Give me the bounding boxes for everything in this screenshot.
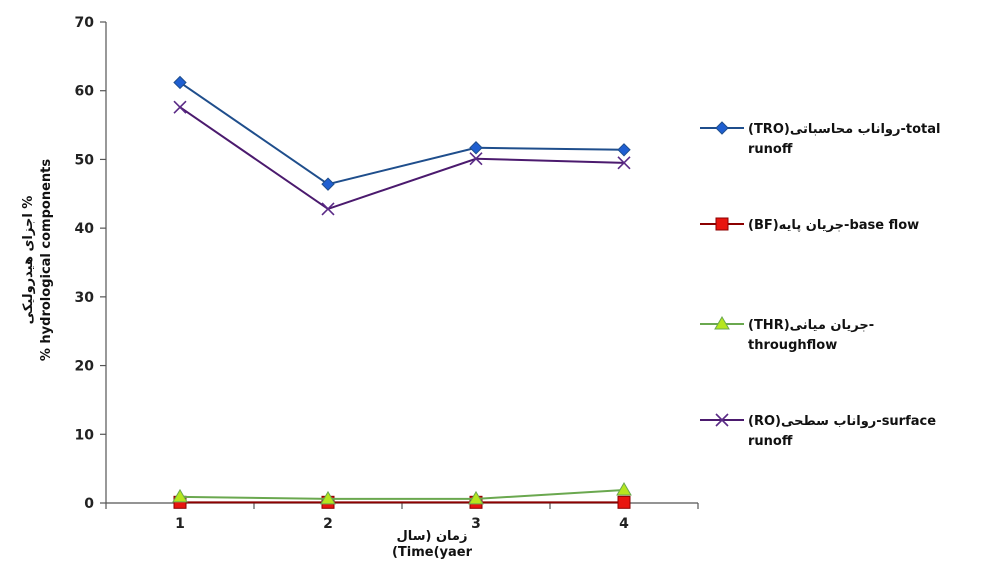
legend-entry: (THR)جریان میانی-throughflow [700, 316, 874, 353]
data-point [468, 490, 484, 505]
x-tick-label: 1 [175, 516, 185, 532]
y-tick-label: 30 [75, 290, 95, 306]
data-point [616, 481, 632, 496]
data-point [469, 141, 483, 155]
y-tick-label: 0 [84, 496, 94, 512]
series-layer [172, 75, 632, 509]
data-point [173, 100, 187, 114]
legend-entry: (TRO)رواناب محاسباتی-total runoff [700, 121, 940, 157]
series-line [179, 488, 625, 500]
legend-label: (BF)جریان پایه-base flow [748, 218, 919, 233]
series-3 [173, 100, 631, 216]
y-tick-label: 40 [75, 221, 95, 237]
data-point [320, 490, 336, 505]
y-tick-label: 60 [75, 84, 95, 100]
legend-label: (RO)رواناب سطحی-surface [748, 414, 936, 429]
legend-marker [714, 316, 730, 330]
data-point [173, 75, 187, 90]
axes: 0 10 20 30 40 50 60 70 1 2 3 4 زمان (سال(Time(yaer اج… [21, 15, 699, 560]
data-point [321, 202, 335, 216]
legend-marker [715, 121, 729, 135]
data-point [469, 152, 483, 166]
x-tick-label: 3 [471, 516, 481, 532]
legend: (TRO)رواناب محاسباتی-total runoff (BF)جریا… [700, 121, 940, 449]
data-point [617, 143, 631, 157]
y-tick-label: 10 [75, 427, 95, 443]
legend-label: (TRO)رواناب محاسباتی-total [748, 122, 940, 137]
legend-label: throughflow [748, 338, 837, 353]
legend-entry: (BF)جریان پایه-base flow [700, 217, 919, 233]
y-axis-title-line: اجزای هیدرولیکی % [21, 196, 36, 325]
data-point [172, 488, 188, 503]
legend-entry: (RO)رواناب سطحی-surface runoff [700, 413, 936, 449]
y-tick-label: 70 [75, 15, 95, 31]
y-axis-title: اجزای هیدرولیکی %% hydrological componen… [21, 159, 54, 361]
series-2 [172, 481, 632, 505]
series-line [179, 81, 625, 186]
data-point [617, 495, 631, 509]
legend-marker [715, 217, 729, 231]
x-axis-title: (Time(yaer [392, 545, 473, 560]
series-0 [173, 75, 631, 191]
x-axis-title: زمان (سال [397, 529, 468, 544]
y-tick-label: 20 [75, 359, 95, 375]
legend-label: runoff [748, 142, 793, 157]
x-tick-label: 2 [323, 516, 333, 532]
series-line [179, 106, 625, 211]
data-point [617, 156, 631, 170]
y-axis-title-line: % hydrological components [39, 159, 54, 361]
legend-marker [715, 413, 729, 427]
data-point [321, 177, 335, 191]
y-tick-label: 50 [75, 152, 95, 168]
legend-label: (THR)جریان میانی- [748, 318, 874, 333]
legend-label: runoff [748, 434, 793, 449]
x-tick-label: 4 [619, 516, 629, 532]
